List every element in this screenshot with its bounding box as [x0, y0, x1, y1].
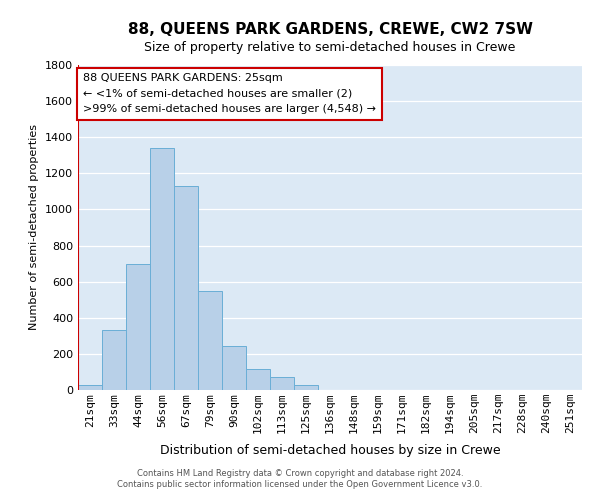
Bar — [102, 330, 126, 390]
Text: 88, QUEENS PARK GARDENS, CREWE, CW2 7SW: 88, QUEENS PARK GARDENS, CREWE, CW2 7SW — [128, 22, 533, 38]
Bar — [78, 384, 102, 390]
Text: Contains HM Land Registry data © Crown copyright and database right 2024.: Contains HM Land Registry data © Crown c… — [137, 468, 463, 477]
Bar — [270, 378, 294, 390]
Bar — [246, 369, 270, 390]
Bar — [174, 186, 198, 390]
Text: Contains public sector information licensed under the Open Government Licence v3: Contains public sector information licen… — [118, 480, 482, 489]
Bar — [126, 264, 150, 390]
Text: Size of property relative to semi-detached houses in Crewe: Size of property relative to semi-detach… — [145, 41, 515, 54]
X-axis label: Distribution of semi-detached houses by size in Crewe: Distribution of semi-detached houses by … — [160, 444, 500, 458]
Bar — [294, 386, 318, 390]
Y-axis label: Number of semi-detached properties: Number of semi-detached properties — [29, 124, 40, 330]
Text: 88 QUEENS PARK GARDENS: 25sqm
← <1% of semi-detached houses are smaller (2)
>99%: 88 QUEENS PARK GARDENS: 25sqm ← <1% of s… — [83, 73, 376, 114]
Bar — [222, 346, 246, 390]
Bar — [198, 290, 222, 390]
Bar — [150, 148, 174, 390]
